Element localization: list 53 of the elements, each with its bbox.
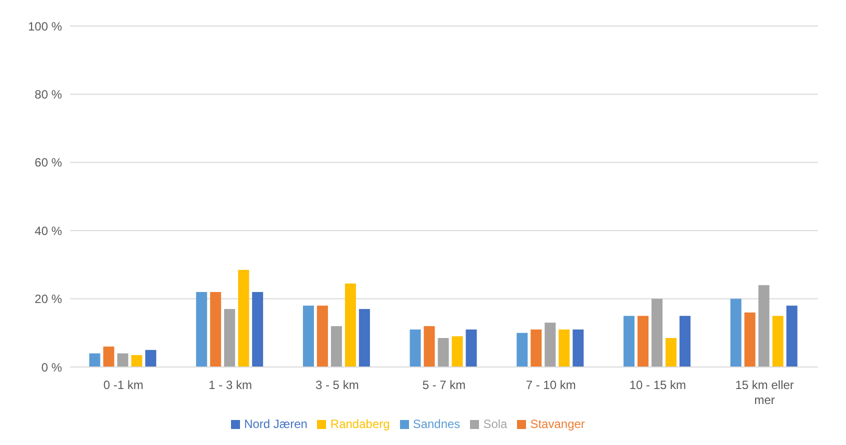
legend-label: Stavanger [530, 417, 585, 431]
bar [131, 355, 142, 367]
bar [638, 316, 649, 367]
y-tick-label: 60 % [34, 156, 62, 170]
x-tick-label: 15 km eller mer [735, 378, 794, 407]
y-tick-label: 40 % [34, 224, 62, 238]
bar [145, 350, 156, 367]
bar [316, 306, 328, 367]
bar [624, 316, 635, 367]
bar [252, 292, 264, 367]
bar [730, 298, 742, 367]
bar [330, 326, 342, 367]
x-tick-label: 7 - 10 km [526, 378, 576, 392]
bar [424, 326, 435, 367]
bar [196, 292, 208, 367]
bar [786, 306, 798, 367]
bar [558, 329, 570, 367]
bar [772, 316, 784, 367]
y-tick-label: 20 % [34, 292, 62, 306]
legend-label: Randaberg [330, 417, 390, 431]
x-tick-label: 3 - 5 km [315, 378, 359, 392]
legend-label: Nord Jæren [244, 417, 308, 431]
bar [117, 353, 128, 367]
y-tick-label: 80 % [34, 87, 62, 102]
bar [572, 329, 584, 367]
bar [680, 316, 691, 367]
legend-label: Sandnes [412, 417, 460, 431]
bar [744, 312, 756, 367]
bar [302, 306, 314, 367]
y-tick-label: 100 % [28, 19, 62, 34]
bar [652, 298, 663, 367]
bar [516, 332, 528, 367]
bar [530, 329, 542, 367]
x-tick-label: 10 - 15 km [629, 378, 686, 392]
legend-label: Sola [483, 417, 508, 431]
x-tick-label: 5 - 7 km [422, 378, 466, 392]
bar [544, 322, 556, 367]
bar [466, 329, 477, 367]
bar [666, 338, 677, 367]
bar [210, 292, 222, 367]
bar [410, 329, 421, 367]
y-tick-label: 0 % [41, 360, 62, 374]
bar [224, 309, 236, 367]
bar [103, 346, 114, 367]
x-tick-label: 0 -1 km [103, 378, 144, 392]
bar [238, 270, 250, 367]
bar [89, 353, 100, 367]
bar [358, 309, 370, 367]
bar [344, 283, 356, 367]
x-tick-label: 1 - 3 km [208, 378, 252, 392]
bar [452, 336, 463, 367]
bar [758, 285, 770, 367]
bar [438, 338, 449, 367]
